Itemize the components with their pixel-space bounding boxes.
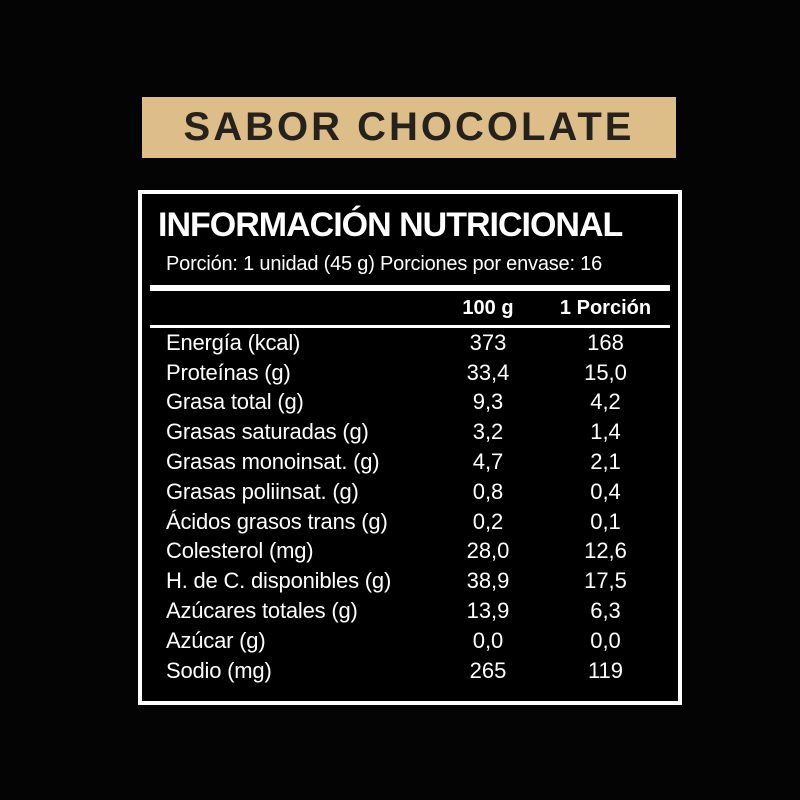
- value-per-portion: 17,5: [584, 568, 627, 594]
- value-per-portion: 4,2: [590, 389, 621, 415]
- value-per-portion: 168: [587, 329, 624, 355]
- table-row: H. de C. disponibles (g) 38,9 17,5: [142, 566, 678, 596]
- nutrition-facts-panel: INFORMACIÓN NUTRICIONAL Porción: 1 unida…: [138, 190, 682, 705]
- value-per-100g: 3,2: [472, 419, 504, 445]
- value-per-portion: 119: [587, 657, 624, 683]
- value-per-100g: 0,2: [472, 508, 504, 534]
- table-row: Sodio (mg) 265 119: [142, 656, 678, 686]
- value-per-portion: 0,1: [590, 508, 621, 534]
- table-row: Colesterol (mg) 28,0 12,6: [142, 537, 678, 567]
- serving-size-line: Porción: 1 unidad (45 g) Porciones por e…: [166, 253, 603, 275]
- value-per-portion: 0,4: [590, 478, 621, 504]
- value-per-portion: 6,3: [590, 598, 621, 624]
- nutrient-label: Colesterol (mg): [166, 538, 314, 564]
- table-row: Grasa total (g) 9,3 4,2: [142, 388, 678, 418]
- table-row: Grasas poliinsat. (g) 0,8 0,4: [142, 477, 678, 507]
- column-header-per-portion: 1 Porción: [559, 296, 652, 319]
- nutrition-rows: Energía (kcal) 373 168 Proteínas (g) 33,…: [142, 328, 678, 686]
- nutrient-label: Sodio (mg): [166, 657, 272, 683]
- value-per-100g: 9,3: [472, 389, 504, 415]
- value-per-100g: 33,4: [466, 359, 510, 385]
- table-row: Grasas monoinsat. (g) 4,7 2,1: [142, 447, 678, 477]
- nutrient-label: Grasas poliinsat. (g): [166, 478, 359, 504]
- nutrient-label: Proteínas (g): [166, 359, 291, 385]
- nutrient-label: Grasas saturadas (g): [166, 419, 369, 445]
- column-header-per-100g: 100 g: [462, 296, 514, 319]
- divider-thin: [150, 325, 670, 328]
- flavor-banner-label: SABOR CHOCOLATE: [183, 105, 635, 149]
- value-per-100g: 0,0: [472, 627, 504, 653]
- table-row: Ácidos grasos trans (g) 0,2 0,1: [142, 507, 678, 537]
- value-per-portion: 2,1: [590, 449, 621, 475]
- nutrient-label: Grasa total (g): [166, 389, 304, 415]
- value-per-portion: 12,6: [584, 538, 627, 564]
- nutrient-label: H. de C. disponibles (g): [166, 568, 392, 594]
- value-per-100g: 0,8: [472, 478, 504, 504]
- table-row: Proteínas (g) 33,4 15,0: [142, 358, 678, 388]
- value-per-100g: 265: [469, 657, 507, 683]
- nutrient-label: Energía (kcal): [166, 329, 301, 355]
- nutrition-panel-title: INFORMACIÓN NUTRICIONAL: [158, 206, 623, 244]
- column-header-row: 100 g 1 Porción: [142, 291, 678, 325]
- table-row: Grasas saturadas (g) 3,2 1,4: [142, 417, 678, 447]
- divider-thick: [150, 285, 670, 291]
- value-per-100g: 4,7: [472, 449, 504, 475]
- table-row: Azúcares totales (g) 13,9 6,3: [142, 596, 678, 626]
- nutrient-label: Azúcares totales (g): [166, 598, 358, 624]
- value-per-100g: 373: [469, 329, 507, 355]
- value-per-100g: 13,9: [466, 598, 510, 624]
- value-per-portion: 15,0: [584, 359, 627, 385]
- table-row: Azúcar (g) 0,0 0,0: [142, 626, 678, 656]
- value-per-portion: 0,0: [590, 627, 621, 653]
- table-row: Energía (kcal) 373 168: [142, 328, 678, 358]
- flavor-banner: SABOR CHOCOLATE: [142, 97, 676, 158]
- value-per-100g: 28,0: [466, 538, 510, 564]
- nutrient-label: Azúcar (g): [166, 627, 266, 653]
- value-per-portion: 1,4: [590, 419, 621, 445]
- value-per-100g: 38,9: [466, 568, 510, 594]
- nutrient-label: Grasas monoinsat. (g): [166, 449, 380, 475]
- nutrient-label: Ácidos grasos trans (g): [166, 508, 388, 534]
